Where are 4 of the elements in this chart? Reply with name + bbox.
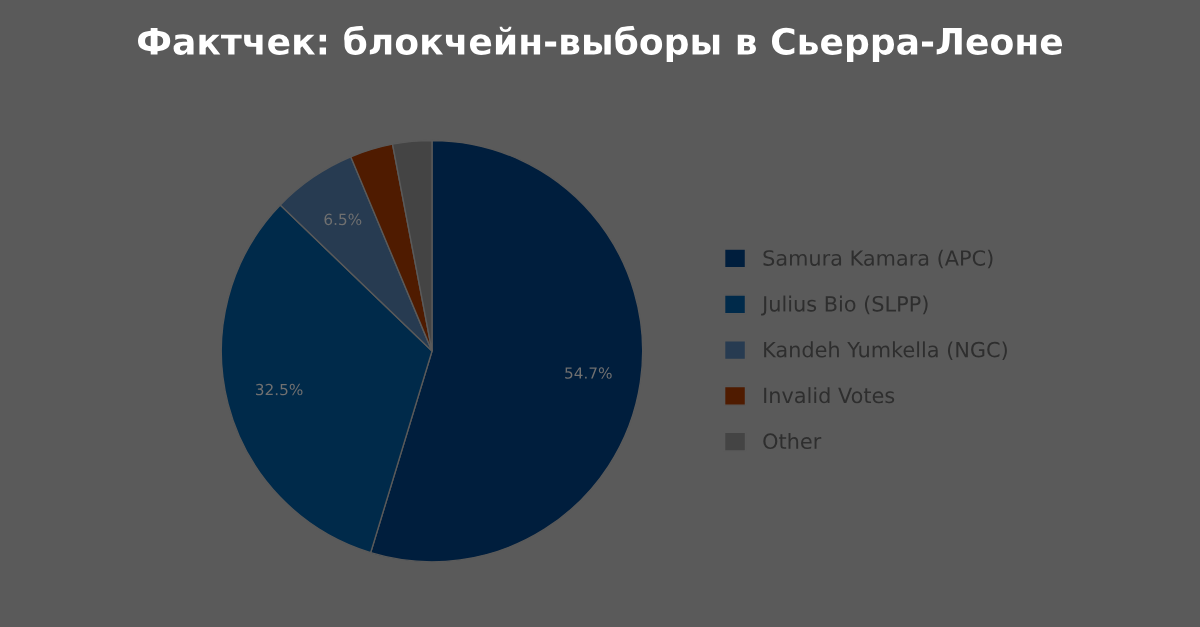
data-label: 54.7% [565, 367, 612, 379]
chart-title: Фактчек: блокчейн-выборы в Сьерра-Леоне [138, 25, 1063, 62]
data-label: 32.5% [255, 383, 303, 396]
data-label: 6.5% [324, 213, 362, 226]
